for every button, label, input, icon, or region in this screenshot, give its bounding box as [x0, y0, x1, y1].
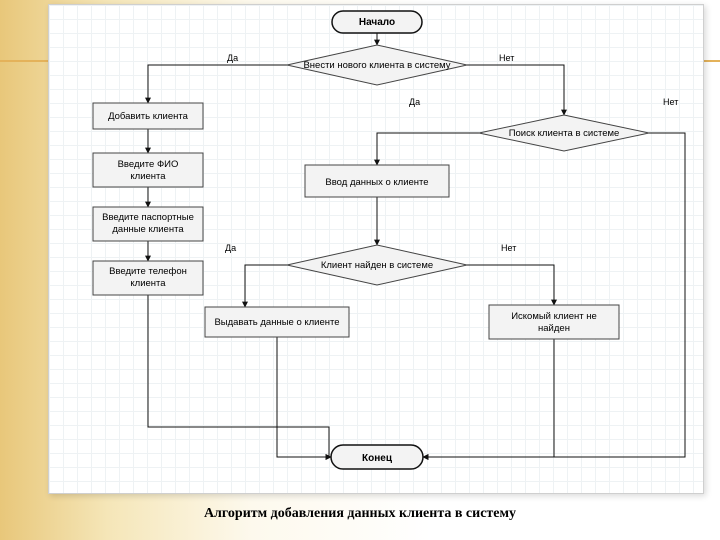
node-text: клиента [130, 171, 166, 182]
slide-background: Да Нет Да Нет Да Нет Начало Внести новог… [0, 0, 720, 540]
node-q-new-label: Внести нового клиента в систему [303, 60, 450, 71]
edge-label: Да [227, 53, 238, 63]
node-text: данные клиента [112, 224, 184, 235]
edge [467, 65, 564, 115]
flowchart-svg: Да Нет Да Нет Да Нет Начало Внести новог… [49, 5, 705, 495]
edge [245, 265, 287, 307]
node-out-data-label: Выдавать данные о клиенте [214, 317, 339, 328]
nodes: Начало Внести нового клиента в систему Д… [93, 11, 649, 469]
edge-label: Нет [501, 243, 516, 253]
flowchart-panel: Да Нет Да Нет Да Нет Начало Внести новог… [48, 4, 704, 494]
node-add-client-label: Добавить клиента [108, 111, 189, 122]
node-q-found-label: Клиент найден в системе [321, 260, 433, 271]
node-text: Искомый клиент не [511, 311, 597, 322]
edge [148, 65, 287, 103]
edges: Да Нет Да Нет Да Нет [148, 33, 685, 457]
edge [277, 337, 331, 457]
node-text: Введите паспортные [102, 212, 194, 223]
node-end-label: Конец [362, 453, 393, 464]
node-enter-data-label: Ввод данных о клиенте [325, 177, 428, 188]
node-text: Введите телефон [109, 266, 187, 277]
node-text: Введите ФИО [118, 159, 179, 170]
edge-label: Да [225, 243, 236, 253]
edge [377, 133, 479, 165]
edge-label: Нет [663, 97, 678, 107]
edge [423, 339, 554, 457]
edge-label: Нет [499, 53, 514, 63]
node-text: найден [538, 323, 570, 334]
node-text: клиента [130, 278, 166, 289]
node-q-search-label: Поиск клиента в системе [509, 128, 620, 139]
caption: Алгоритм добавления данных клиента в сис… [0, 506, 720, 522]
edge [467, 265, 554, 305]
edge-label: Да [409, 97, 420, 107]
node-start-label: Начало [359, 17, 395, 28]
